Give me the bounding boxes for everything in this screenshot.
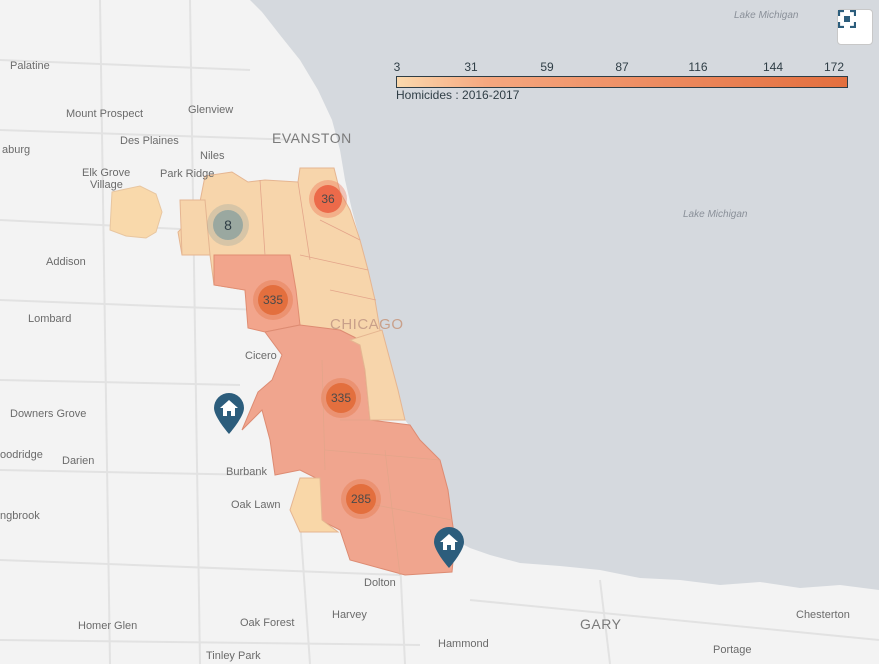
fullscreen-icon — [838, 10, 856, 28]
place-label: Des Plaines — [120, 135, 179, 147]
place-label: Dolton — [364, 577, 396, 589]
cluster-count: 8 — [213, 210, 243, 240]
home-icon — [434, 527, 464, 568]
region-central-tan — [348, 329, 406, 421]
place-label: Chesterton — [796, 609, 850, 621]
legend-tick: 116 — [688, 60, 708, 74]
cluster-marker[interactable]: 285 — [341, 479, 381, 519]
cluster-marker[interactable]: 8 — [207, 204, 249, 246]
region-elk-grove — [109, 185, 163, 239]
place-label: Downers Grove — [10, 408, 87, 420]
fullscreen-button[interactable] — [837, 9, 873, 45]
legend-ticks: 3 31 59 87 116 144 172 — [393, 60, 848, 74]
place-label: ngbrook — [0, 510, 40, 522]
place-label: Palatine — [10, 60, 50, 72]
place-label: CHICAGO — [330, 316, 404, 333]
lake-michigan — [250, 0, 879, 590]
place-label: Niles — [200, 150, 225, 162]
place-label: aburg — [2, 144, 31, 156]
place-label: Darien — [62, 455, 95, 467]
place-label: Addison — [46, 256, 86, 268]
place-label: Elk Grove — [82, 167, 131, 179]
cluster-marker[interactable]: 335 — [253, 280, 293, 320]
legend-tick: 87 — [615, 60, 629, 74]
region-southwest-tan — [289, 477, 340, 533]
place-label: Lombard — [28, 313, 72, 325]
region-northwest — [179, 199, 211, 256]
cluster-count: 335 — [326, 383, 356, 413]
cluster-count: 36 — [314, 185, 342, 213]
legend-color-bar — [396, 76, 848, 88]
cluster-marker[interactable]: 36 — [309, 180, 347, 218]
place-label: Hammond — [438, 638, 489, 650]
place-label: Oak Lawn — [231, 499, 281, 511]
place-label: Harvey — [332, 609, 367, 621]
legend-tick: 144 — [762, 60, 784, 74]
legend: 3 31 59 87 116 144 172 Homicides : 2016-… — [393, 60, 848, 110]
water-label: Lake Michigan — [734, 10, 799, 21]
legend-tick: 59 — [540, 60, 554, 74]
legend-tick: 3 — [393, 60, 401, 74]
place-label: Burbank — [226, 466, 267, 478]
legend-tick: 31 — [464, 60, 478, 74]
place-label: Tinley Park — [206, 650, 261, 662]
home-icon — [214, 393, 244, 434]
place-label: Glenview — [188, 104, 234, 116]
place-label: Village — [90, 179, 123, 191]
place-label: oodridge — [0, 449, 43, 461]
place-label: GARY — [580, 616, 622, 632]
place-label: EVANSTON — [272, 130, 352, 146]
cluster-count: 335 — [258, 285, 288, 315]
place-label: Homer Glen — [78, 620, 138, 632]
place-label: Oak Forest — [240, 617, 295, 629]
cluster-marker[interactable]: 335 — [321, 378, 361, 418]
place-label: Park Ridge — [160, 168, 215, 180]
legend-title: Homicides : 2016-2017 — [396, 88, 520, 102]
place-label: Portage — [713, 644, 752, 656]
place-label: Mount Prospect — [66, 108, 144, 120]
home-marker[interactable] — [432, 527, 466, 569]
place-label: Cicero — [245, 350, 277, 362]
water-label: Lake Michigan — [683, 209, 748, 220]
cluster-count: 285 — [346, 484, 376, 514]
home-marker[interactable] — [212, 393, 246, 435]
legend-tick: 172 — [823, 60, 845, 74]
